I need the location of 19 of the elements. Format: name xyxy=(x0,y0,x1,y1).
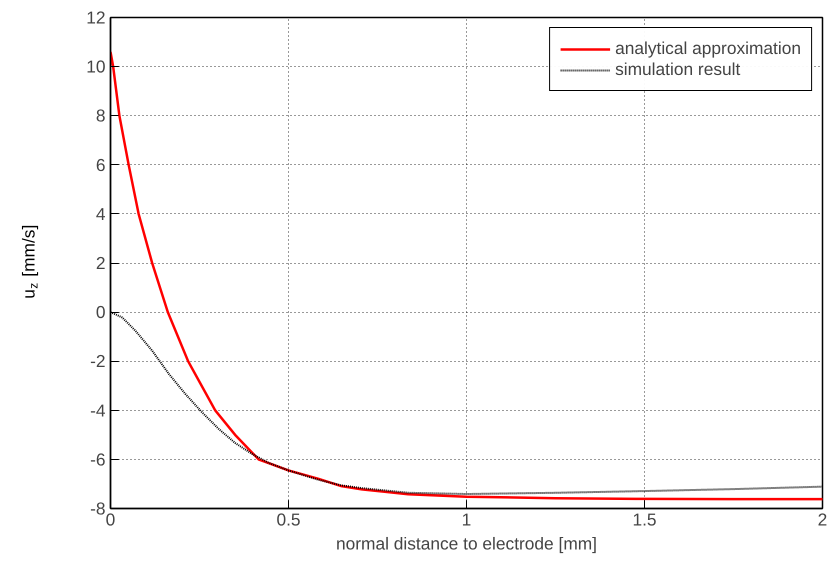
y-tick-label: -2 xyxy=(90,351,106,372)
y-tick-label: 6 xyxy=(96,154,106,175)
y-tick-label: 12 xyxy=(86,8,106,28)
x-axis-title: normal distance to electrode [mm] xyxy=(336,534,597,554)
legend-label: analytical approximation xyxy=(615,38,801,59)
y-tick-label: -6 xyxy=(90,449,106,470)
y-tick-label: 10 xyxy=(86,56,106,77)
x-tick-label: 1.5 xyxy=(632,510,657,530)
x-tick-label: 1 xyxy=(462,510,472,530)
y-tick-label: 4 xyxy=(96,204,106,224)
y-tick-label: -8 xyxy=(90,498,106,518)
y-tick-label: 2 xyxy=(96,253,106,273)
y-axis-title: uz [mm/s] xyxy=(18,224,40,299)
y-tick-label: 8 xyxy=(96,106,106,126)
x-tick-label: 0.5 xyxy=(276,510,301,530)
y-tick-label: 0 xyxy=(96,302,106,322)
x-tick-label: 2 xyxy=(818,510,828,530)
legend-label: simulation result xyxy=(615,59,740,80)
y-tick-label: -4 xyxy=(90,400,106,420)
